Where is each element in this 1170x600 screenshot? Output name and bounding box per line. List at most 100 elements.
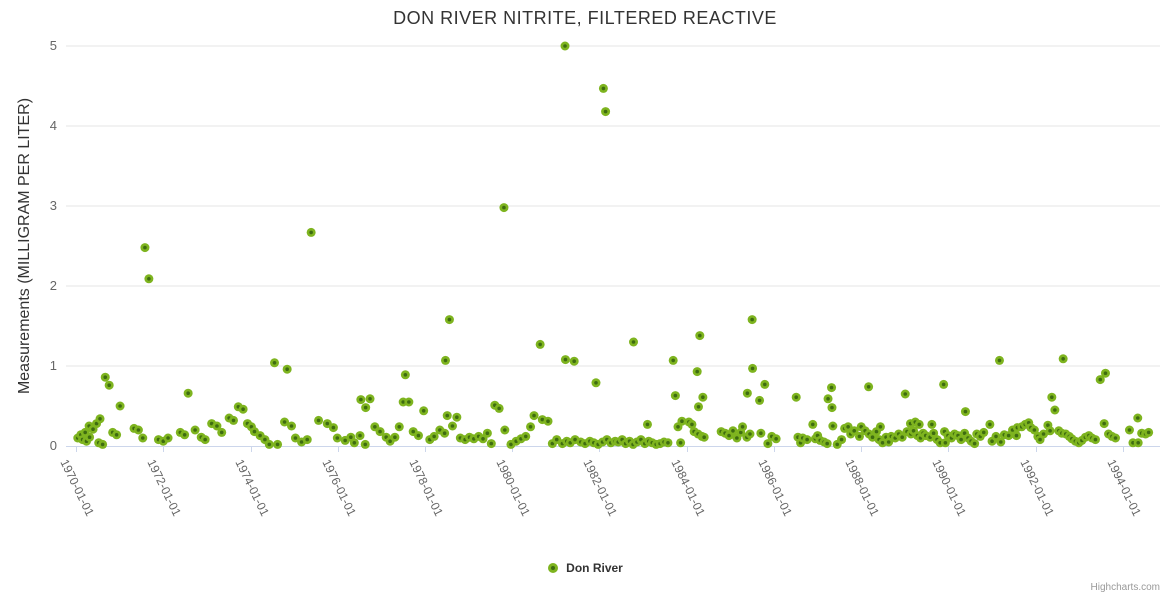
data-point-center xyxy=(1046,423,1050,428)
data-point-center xyxy=(114,433,119,437)
data-point-center xyxy=(826,397,830,401)
data-point-center xyxy=(748,432,752,436)
data-point-center xyxy=(143,245,147,250)
data-point-center xyxy=(601,86,606,91)
data-point-center xyxy=(100,442,105,447)
data-point-center xyxy=(1135,416,1140,420)
data-point-center xyxy=(805,437,809,442)
data-point-center xyxy=(275,442,280,447)
data-point-center xyxy=(900,435,905,440)
data-point-center xyxy=(497,406,501,411)
data-point-center xyxy=(489,441,494,446)
data-point-center xyxy=(554,437,559,442)
data-point-center xyxy=(997,358,1002,363)
data-point-center xyxy=(532,413,536,418)
data-point-center xyxy=(411,429,416,434)
data-point-center xyxy=(550,441,555,446)
data-point-center xyxy=(1006,433,1011,438)
data-point-center xyxy=(645,422,650,427)
data-point-center xyxy=(193,428,197,432)
data-point-center xyxy=(363,442,368,447)
data-point-center xyxy=(740,425,745,429)
data-point-center xyxy=(880,441,885,445)
data-point-center xyxy=(1102,421,1106,426)
data-point-center xyxy=(368,397,372,401)
data-point-center xyxy=(481,437,485,441)
data-point-center xyxy=(766,441,770,446)
data-point-center xyxy=(568,441,573,445)
data-point-center xyxy=(352,441,357,445)
data-point-center xyxy=(962,431,967,436)
data-point-center xyxy=(678,441,683,445)
data-point-center xyxy=(762,382,767,387)
data-point-center xyxy=(91,427,95,432)
data-point-center xyxy=(83,430,87,435)
legend-item-don-river[interactable]: Don River xyxy=(547,561,623,575)
data-point-center xyxy=(563,357,568,362)
data-point-center xyxy=(594,381,598,385)
data-point-center xyxy=(757,398,762,403)
data-point-center xyxy=(203,437,207,442)
data-point-center xyxy=(87,435,92,440)
data-point-center xyxy=(959,437,963,442)
data-point-center xyxy=(573,437,577,442)
data-point-center xyxy=(631,340,636,344)
data-point-center xyxy=(373,425,377,429)
data-point-center xyxy=(267,442,272,447)
data-point-center xyxy=(941,382,946,387)
data-point-center xyxy=(485,431,490,436)
data-point-center xyxy=(502,205,506,210)
data-point-center xyxy=(930,422,934,427)
data-point-center xyxy=(107,383,111,388)
data-point-center xyxy=(103,375,108,380)
data-point-center xyxy=(745,391,750,396)
data-point-center xyxy=(690,422,694,427)
credits-link[interactable]: Highcharts.com xyxy=(1090,582,1160,593)
data-point-center xyxy=(702,435,706,440)
data-point-center xyxy=(161,439,166,444)
y-axis-tick-label: 4 xyxy=(49,118,57,133)
data-point-center xyxy=(289,424,294,428)
data-point-center xyxy=(731,429,735,433)
data-point-center xyxy=(727,433,731,438)
data-point-center xyxy=(1061,357,1065,361)
data-point-center xyxy=(698,333,702,338)
data-point-center xyxy=(563,44,567,48)
data-point-center xyxy=(866,385,871,389)
data-point-center xyxy=(1050,395,1054,400)
data-point-center xyxy=(378,429,382,434)
data-point-center xyxy=(438,428,442,432)
data-point-center xyxy=(403,373,408,377)
data-point-center xyxy=(118,404,122,408)
data-point-center xyxy=(981,430,986,435)
data-point-center xyxy=(316,418,321,423)
data-point-center xyxy=(140,436,145,440)
data-point-center xyxy=(455,415,459,420)
data-point-center xyxy=(750,317,754,322)
data-point-center xyxy=(673,393,678,398)
data-point-center xyxy=(293,436,298,440)
data-point-center xyxy=(603,109,608,114)
data-point-center xyxy=(285,367,289,372)
data-point-center xyxy=(538,342,542,347)
data-point-center xyxy=(870,435,875,440)
data-point-center xyxy=(810,422,815,427)
data-point-center xyxy=(972,441,977,446)
data-point-center xyxy=(309,230,313,235)
data-point-center xyxy=(416,433,421,438)
data-point-center xyxy=(998,440,1003,444)
data-point-center xyxy=(1038,437,1042,442)
data-point-center xyxy=(305,437,310,442)
data-point-center xyxy=(739,430,743,435)
data-point-center xyxy=(774,437,778,441)
data-point-center xyxy=(358,433,362,438)
legend-marker-icon xyxy=(548,563,559,573)
data-point-center xyxy=(963,409,968,414)
data-point-center xyxy=(215,424,219,428)
data-point-center xyxy=(671,358,675,363)
data-point-center xyxy=(931,431,936,436)
data-point-center xyxy=(1093,437,1098,442)
data-point-center xyxy=(680,419,684,424)
data-point-center xyxy=(282,420,287,424)
